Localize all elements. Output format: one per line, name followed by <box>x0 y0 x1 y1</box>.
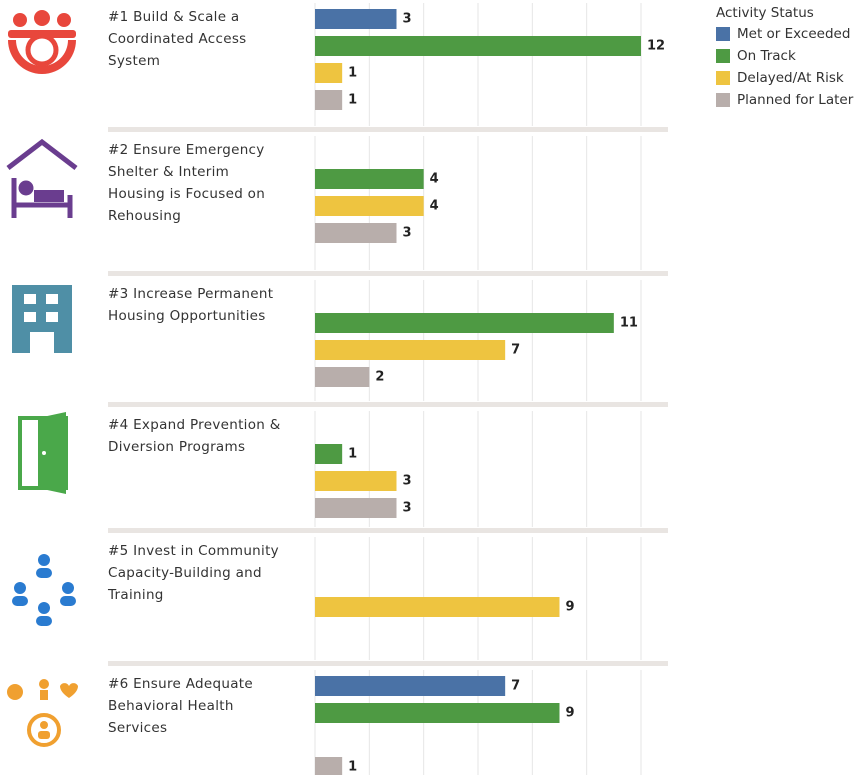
chart-title: #6 Ensure Adequate Behavioral Health Ser… <box>108 676 253 736</box>
bar <box>315 90 343 110</box>
legend-label: On Track <box>737 48 796 64</box>
bar <box>315 498 397 518</box>
legend-swatch <box>716 27 730 41</box>
value-label: 7 <box>511 343 520 358</box>
bar <box>315 63 343 83</box>
separator <box>108 127 668 132</box>
bar <box>315 676 506 696</box>
value-label: 4 <box>430 199 439 214</box>
bar <box>315 597 560 617</box>
value-label: 1 <box>348 66 357 81</box>
legend-label: Met or Exceeded <box>737 26 850 42</box>
separator <box>108 528 668 533</box>
bar <box>315 223 397 243</box>
value-label: 3 <box>403 226 412 241</box>
separator <box>108 271 668 276</box>
chart-title: #5 Invest in Community Capacity-Building… <box>108 543 279 603</box>
icon-gear-people <box>8 10 76 74</box>
value-label: 11 <box>620 316 638 331</box>
value-label: 4 <box>430 172 439 187</box>
bar <box>315 36 641 56</box>
chart-title: #4 Expand Prevention & Diversion Program… <box>108 417 281 455</box>
icon-behavioral <box>7 679 78 747</box>
icon-shelter <box>6 138 78 218</box>
icon-building <box>12 285 72 353</box>
chart-title: #3 Increase Permanent Housing Opportunit… <box>108 286 274 324</box>
value-label: 12 <box>647 39 665 54</box>
value-label: 1 <box>348 93 357 108</box>
bar <box>315 757 343 775</box>
legend-swatch <box>716 71 730 85</box>
bar <box>315 703 560 723</box>
value-label: 1 <box>348 760 357 775</box>
icon-door <box>18 412 68 494</box>
chart-title: #2 Ensure Emergency Shelter & Interim Ho… <box>108 142 266 224</box>
separator <box>108 402 668 407</box>
bar <box>315 340 506 360</box>
value-label: 9 <box>566 706 575 721</box>
bar <box>315 9 397 29</box>
value-label: 2 <box>375 370 384 385</box>
bar <box>315 471 397 491</box>
legend-title: Activity Status <box>716 5 814 21</box>
value-label: 7 <box>511 679 520 694</box>
bar <box>315 313 614 333</box>
legend-swatch <box>716 93 730 107</box>
legend-label: Planned for Later <box>737 92 854 108</box>
chart-title: #1 Build & Scale a Coordinated Access Sy… <box>108 9 247 69</box>
value-label: 3 <box>403 12 412 27</box>
bar <box>315 444 343 464</box>
value-label: 1 <box>348 447 357 462</box>
legend-label: Delayed/At Risk <box>737 70 844 86</box>
value-label: 3 <box>403 474 412 489</box>
bar <box>315 169 424 189</box>
icon-community <box>12 554 76 626</box>
separator <box>108 661 668 666</box>
legend-swatch <box>716 49 730 63</box>
value-label: 9 <box>566 600 575 615</box>
value-label: 3 <box>403 501 412 516</box>
bar <box>315 196 424 216</box>
bar <box>315 367 370 387</box>
